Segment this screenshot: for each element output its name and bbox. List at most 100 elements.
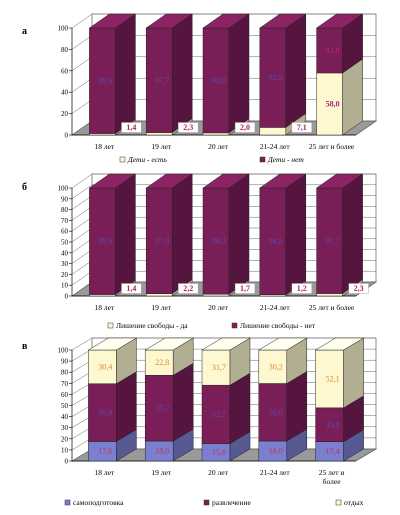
category-label-0-3: 21-24 лет [260,142,290,151]
ytick-label-2-5: 50 [61,402,69,410]
bar-2-0-top [87,337,138,351]
value-label-2-0-2: 30,4 [98,362,112,371]
bar-2-3-top [257,337,308,351]
bar-0-4-top [315,13,364,29]
value-label-2-4-0: 17,4 [326,447,340,456]
category-label-0-2: 20 лет [208,142,228,151]
bar-2-4-1 [315,407,344,442]
ytick-label-0-5: 100 [58,25,69,33]
value-label-1-3-1: 98,8 [269,237,283,246]
bar-0-0-1-side [115,13,136,134]
value-label-1-1-0-box [178,283,199,294]
bar-0-2-1 [202,27,230,134]
value-label-0-4-1: 42,0 [326,46,340,55]
grid-diag-0-1 [71,99,93,114]
value-label-2-3-0: 18,0 [269,447,283,456]
ytick-label-0-2: 40 [61,89,69,97]
ytick-label-2-1: 10 [61,446,69,454]
ytick-label-2-2: 20 [61,435,69,443]
value-label-0-4-0: 58,0 [326,99,340,108]
category-label-0-1: 19 лет [151,142,171,151]
grid-diag-0-0 [71,120,93,136]
value-label-1-2-0: 1,7 [240,284,250,293]
category-label-0-0: 18 лет [95,142,115,151]
ytick-label-1-8: 80 [61,206,69,214]
value-label-0-1-1: 97,7 [155,76,169,85]
grid-diag-1-5 [71,227,93,243]
bar-1-4-0 [316,293,343,297]
bar-0-3-1-side [285,13,307,128]
bar-1-2-1-side [228,173,250,295]
ytick-label-1-0: 0 [65,293,69,301]
category-label-1-4: 25 лет и более [309,303,355,312]
value-label-1-2-0-box [234,283,256,294]
category-label-1-1: 19 лет [151,303,171,312]
bar-0-2-1-side [228,13,250,134]
legend-label-2-1: развлечение [212,498,251,507]
bar-0-0-top [88,13,137,29]
grid-diag-1-1 [71,270,93,286]
value-label-2-0-0: 17,6 [98,447,112,456]
grid-diag-1-9 [71,184,93,200]
bar-1-1-0 [145,293,173,297]
category-label-2-2: 20 лет [208,468,228,477]
ytick-label-1-6: 60 [61,228,69,236]
ytick-label-1-10: 100 [58,185,69,193]
grid-diag-0-4 [71,35,93,50]
ytick-label-1-7: 70 [61,217,69,225]
legend-swatch-2-1 [203,499,210,506]
value-label-1-4-1: 97,7 [326,236,340,245]
grid-diag-2-10 [71,337,93,351]
value-label-2-2-2: 31,7 [212,363,226,372]
bar-1-4-1-side [342,173,363,294]
grid-diag-0-5 [71,13,93,29]
ytick-label-1-9: 90 [61,195,69,203]
bar-0-1-1-side [171,13,193,134]
bar-1-0-1 [89,187,116,295]
bar-2-1-1 [144,375,174,442]
legend-label-0-0: Дети - есть [127,155,167,164]
category-label-2-3: 21-24 лет [260,468,290,477]
bar-2-1-1-side [172,362,194,442]
ytick-label-0-3: 60 [61,67,69,75]
value-label-0-1-0: 2,3 [183,123,193,132]
value-label-1-1-1: 97,8 [155,236,169,245]
value-label-1-4-0-box [348,283,369,294]
legend-label-0-1: Дети - нет [267,155,304,164]
bar-1-2-top [202,173,250,189]
panel-letter-2: в [22,341,28,352]
value-label-0-2-0: 2,0 [240,123,250,132]
ytick-label-2-6: 60 [61,391,69,399]
category-label-2-1: 19 лет [151,468,171,477]
panel-letter-1: б [22,182,27,193]
value-label-2-3-1: 50,0 [269,408,283,417]
grid-diag-1-6 [71,216,93,232]
value-label-0-3-1: 92,9 [269,73,283,82]
grid-diag-1-0 [71,281,93,297]
value-label-1-3-0-box [291,283,312,294]
ytick-label-2-10: 100 [58,347,69,355]
legend-label-2-0: самоподготовка [73,498,124,507]
bar-1-3-top [259,173,307,189]
legend-swatch-2-2 [335,499,342,506]
value-label-2-4-1: 33,9 [326,420,340,429]
value-label-1-2-1: 98,3 [212,237,226,246]
category-label-1-0: 18 лет [95,303,115,312]
bar-1-0-top [88,173,137,189]
category-label-1-2: 20 лет [208,303,228,312]
value-label-0-3-0: 7,1 [297,123,307,132]
legend-swatch-0-1 [259,156,266,163]
legend-label-1-1: Лишение свободы - нет [240,321,316,330]
value-label-2-1-1: 59,2 [155,404,169,413]
value-label-1-4-0: 2,3 [354,284,364,293]
category-label-1-3: 21-24 лет [260,303,290,312]
value-label-1-0-0: 1,4 [126,284,136,293]
value-label-0-2-0-box [234,122,256,133]
bar-2-2-1-side [229,372,251,445]
ytick-label-2-7: 70 [61,380,69,388]
ytick-label-2-3: 30 [61,424,69,432]
bar-1-3-1-side [285,173,307,296]
bar-0-1-top [145,13,193,29]
bar-0-2-0 [202,132,230,136]
